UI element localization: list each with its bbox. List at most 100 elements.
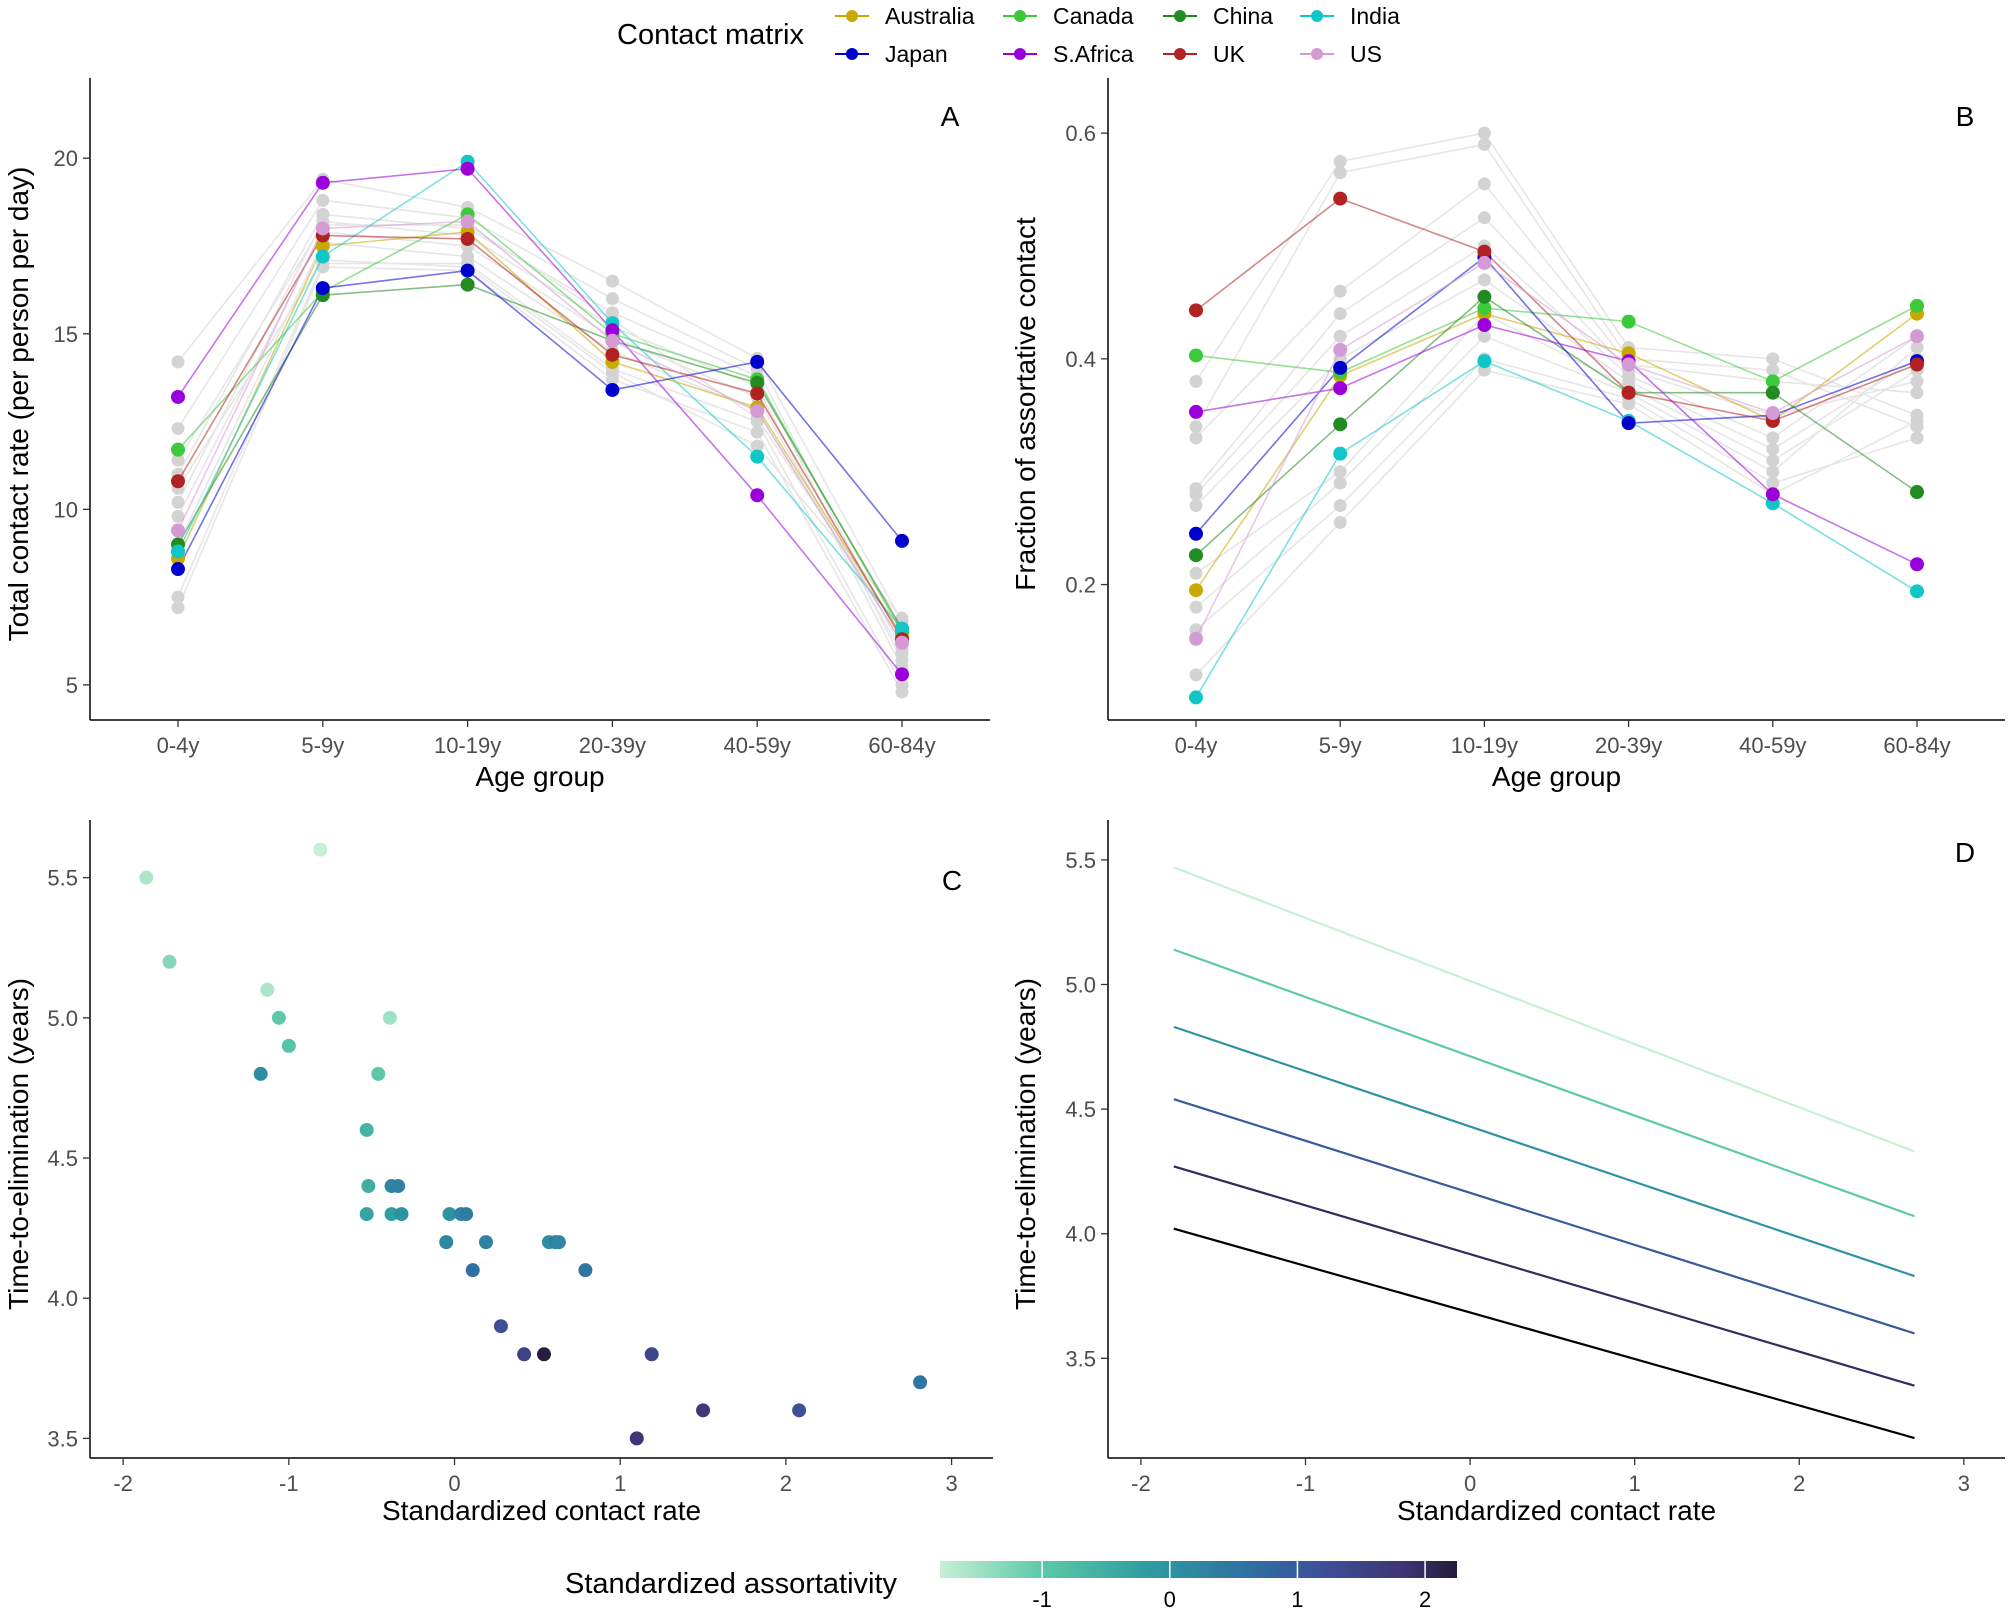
legend-label-s-africa: S.Africa <box>1053 41 1134 67</box>
data-point-japan <box>750 354 765 369</box>
data-point-uk <box>1189 303 1203 318</box>
legend-item-s-africa: S.Africa <box>1003 41 1134 67</box>
background-point <box>1477 273 1491 287</box>
x-tick-label: 10-19y <box>434 733 501 758</box>
series-line-uk <box>1195 197 1918 422</box>
background-line <box>177 199 903 651</box>
scatter-point <box>913 1375 928 1390</box>
series-line-canada <box>1195 305 1918 383</box>
colorbar-tick-label: 2 <box>1419 1587 1431 1612</box>
x-tick-label: -1 <box>279 1471 299 1496</box>
data-point-us <box>605 333 620 348</box>
x-tick-label: 20-39y <box>579 733 646 758</box>
data-point-canada <box>1477 301 1492 316</box>
y-tick-label: 0.2 <box>1065 573 1096 598</box>
background-line <box>1195 278 1918 507</box>
series-line-australia <box>1195 312 1918 591</box>
background-point <box>1910 414 1924 428</box>
background-line <box>1195 369 1918 676</box>
fit-line <box>1173 1098 1915 1335</box>
data-point-us <box>750 404 765 419</box>
background-point <box>1766 363 1780 377</box>
data-point-us <box>1477 255 1492 270</box>
data-point-s-africa <box>1477 318 1492 332</box>
data-point-us <box>1765 406 1780 421</box>
background-point <box>1333 465 1347 479</box>
legend-label-us: US <box>1350 41 1382 67</box>
x-tick-label: 40-59y <box>724 733 791 758</box>
background-point <box>171 355 185 369</box>
background-point <box>1333 307 1347 321</box>
panel-b: 0.2 0.4 0.6 Fraction of assortative contact… <box>1010 78 2005 792</box>
data-point-s-africa <box>895 667 909 682</box>
legend-key-dot <box>846 10 858 22</box>
data-point-s-africa <box>605 323 620 338</box>
x-axis-title: Standardized contact rate <box>1397 1495 1716 1526</box>
y-tick-label: 5.0 <box>47 1006 78 1031</box>
panel-d: 3.5 4.0 4.5 5.0 5.5 Time-to-elimination (year… <box>1010 820 2005 1526</box>
fit-line <box>1173 1025 1915 1278</box>
x-axis-title: Standardized contact rate <box>382 1495 701 1526</box>
data-point-s-africa <box>1333 381 1348 396</box>
background-point <box>1910 374 1924 388</box>
background-line <box>1195 357 1918 631</box>
data-point-s-africa <box>171 389 185 404</box>
x-axis-title: Age group <box>475 761 604 792</box>
data-point-china <box>750 375 765 390</box>
background-point <box>1622 397 1636 411</box>
series-line-japan <box>177 269 903 570</box>
y-tick-label: 15 <box>54 322 78 347</box>
data-point-canada <box>171 442 185 457</box>
background-point <box>605 292 619 306</box>
background-point <box>316 193 330 207</box>
data-point-china <box>1333 417 1348 432</box>
background-point <box>1477 329 1491 343</box>
scatter-point <box>361 1179 376 1194</box>
scatter-point <box>644 1347 659 1362</box>
x-tick-label: 1 <box>1629 1471 1641 1496</box>
series-line-china <box>177 283 903 630</box>
series-line-s-africa <box>177 167 903 675</box>
data-point-japan <box>315 281 330 296</box>
background-point <box>1189 374 1203 388</box>
scatter-point <box>517 1347 532 1362</box>
legend-label-india: India <box>1350 3 1400 29</box>
x-tick-label: 60-84y <box>868 733 935 758</box>
series-line-uk <box>177 234 903 640</box>
background-point <box>1477 126 1491 140</box>
background-point <box>1333 329 1347 343</box>
data-point-china <box>1910 485 1924 500</box>
data-point-us <box>460 214 475 229</box>
x-tick-label: 60-84y <box>1883 733 1950 758</box>
data-point-s-africa <box>1189 404 1203 419</box>
background-point <box>1477 211 1491 225</box>
scatter-point <box>313 842 328 857</box>
scatter-point <box>439 1235 454 1250</box>
data-point-japan <box>895 533 909 548</box>
scatter-point <box>391 1179 406 1194</box>
background-point <box>895 646 909 660</box>
scatter-point <box>696 1403 711 1418</box>
x-tick-label: 10-19y <box>1451 733 1518 758</box>
colorbar-tick-label: 0 <box>1164 1587 1176 1612</box>
scatter-point <box>253 1066 268 1081</box>
y-tick-label: 4.5 <box>47 1146 78 1171</box>
background-point <box>1333 499 1347 513</box>
background-point <box>1189 499 1203 513</box>
data-point-japan <box>1621 416 1636 431</box>
legend-key-dot <box>1311 48 1323 60</box>
data-point-india <box>750 449 765 464</box>
data-point-china <box>460 277 475 292</box>
background-point <box>895 685 909 699</box>
data-point-uk <box>171 474 185 489</box>
x-tick-label: 5-9y <box>301 733 344 758</box>
panel-tag-c: C <box>942 865 962 896</box>
y-axis-title: Fraction of assortative contact <box>1010 217 1041 591</box>
data-point-india <box>1333 446 1348 461</box>
scatter-point <box>371 1066 386 1081</box>
background-point <box>171 601 185 615</box>
background-point <box>895 611 909 625</box>
data-point-s-africa <box>750 488 765 503</box>
scatter-point <box>629 1431 644 1446</box>
data-point-china <box>1765 385 1780 400</box>
